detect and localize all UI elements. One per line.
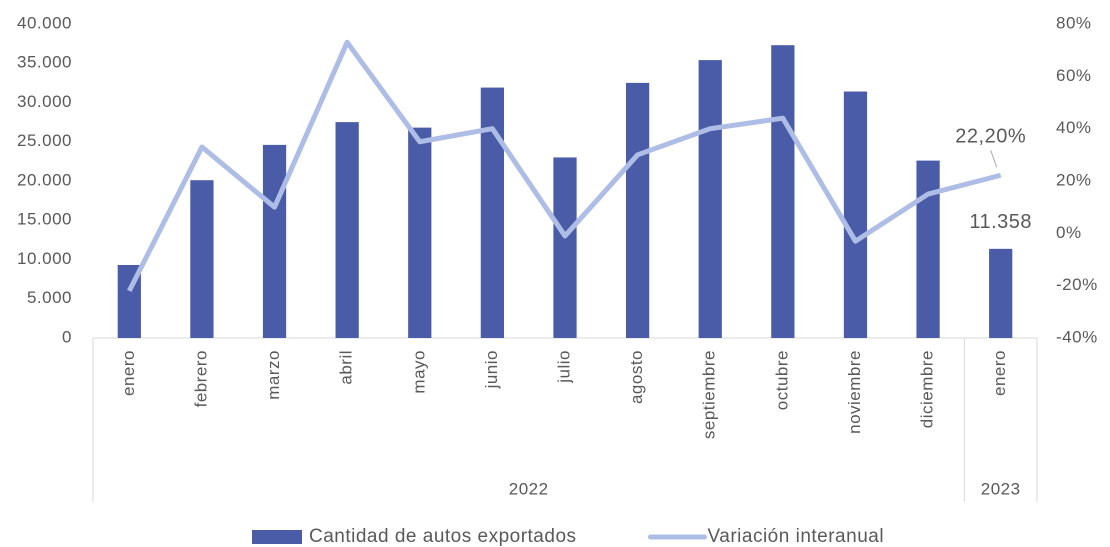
x-tick-label: septiembre — [700, 350, 719, 439]
bar — [771, 45, 795, 338]
x-tick-label: febrero — [191, 350, 210, 407]
y2-tick-label: 80% — [1056, 13, 1092, 32]
y2-tick-label: 60% — [1056, 66, 1092, 85]
data-label: 22,20% — [955, 126, 1026, 148]
y-tick-label: 20.000 — [17, 170, 72, 189]
x-tick-label: junio — [482, 350, 501, 389]
group-label: 2022 — [509, 479, 549, 498]
bar — [916, 160, 940, 338]
y-tick-label: 25.000 — [17, 131, 72, 150]
bar — [625, 82, 650, 338]
legend-label: Variación interanual — [708, 526, 885, 547]
bar — [989, 248, 1013, 338]
bar — [408, 127, 432, 339]
bar — [190, 180, 214, 338]
y-tick-label: 30.000 — [17, 92, 72, 111]
line — [127, 39, 1002, 293]
bar — [698, 60, 722, 339]
bar — [262, 144, 287, 338]
y2-tick-label: -20% — [1056, 275, 1098, 294]
x-tick-label: julio — [554, 350, 573, 384]
x-tick-label: abril — [337, 350, 356, 385]
y-tick-label: 0 — [62, 327, 72, 346]
bar — [843, 91, 868, 338]
y-tick-label: 10.000 — [17, 249, 72, 268]
y-tick-label: 15.000 — [17, 210, 72, 229]
y-tick-label: 40.000 — [17, 13, 72, 32]
legend-label: Cantidad de autos exportados — [309, 526, 577, 547]
data-label: 11.358 — [969, 211, 1032, 233]
bar — [335, 122, 359, 338]
group-label: 2023 — [981, 479, 1021, 498]
x-tick-label: enero — [990, 350, 1009, 396]
x-tick-label: octubre — [772, 350, 791, 410]
y-tick-label: 5.000 — [27, 288, 72, 307]
y2-tick-label: -40% — [1056, 327, 1098, 346]
bar — [480, 87, 505, 339]
leader-line — [990, 150, 998, 168]
y-tick-label: 35.000 — [17, 53, 72, 72]
y2-tick-label: 40% — [1056, 118, 1092, 137]
x-tick-label: agosto — [627, 350, 646, 404]
x-tick-label: enero — [119, 350, 138, 396]
y2-tick-label: 0% — [1056, 223, 1082, 242]
x-tick-label: diciembre — [918, 350, 937, 428]
y2-tick-label: 20% — [1056, 170, 1092, 189]
x-tick-label: marzo — [264, 350, 283, 400]
x-tick-label: noviembre — [845, 350, 864, 434]
legend-swatch — [252, 530, 302, 544]
x-tick-label: mayo — [409, 350, 428, 394]
bar — [553, 157, 577, 338]
